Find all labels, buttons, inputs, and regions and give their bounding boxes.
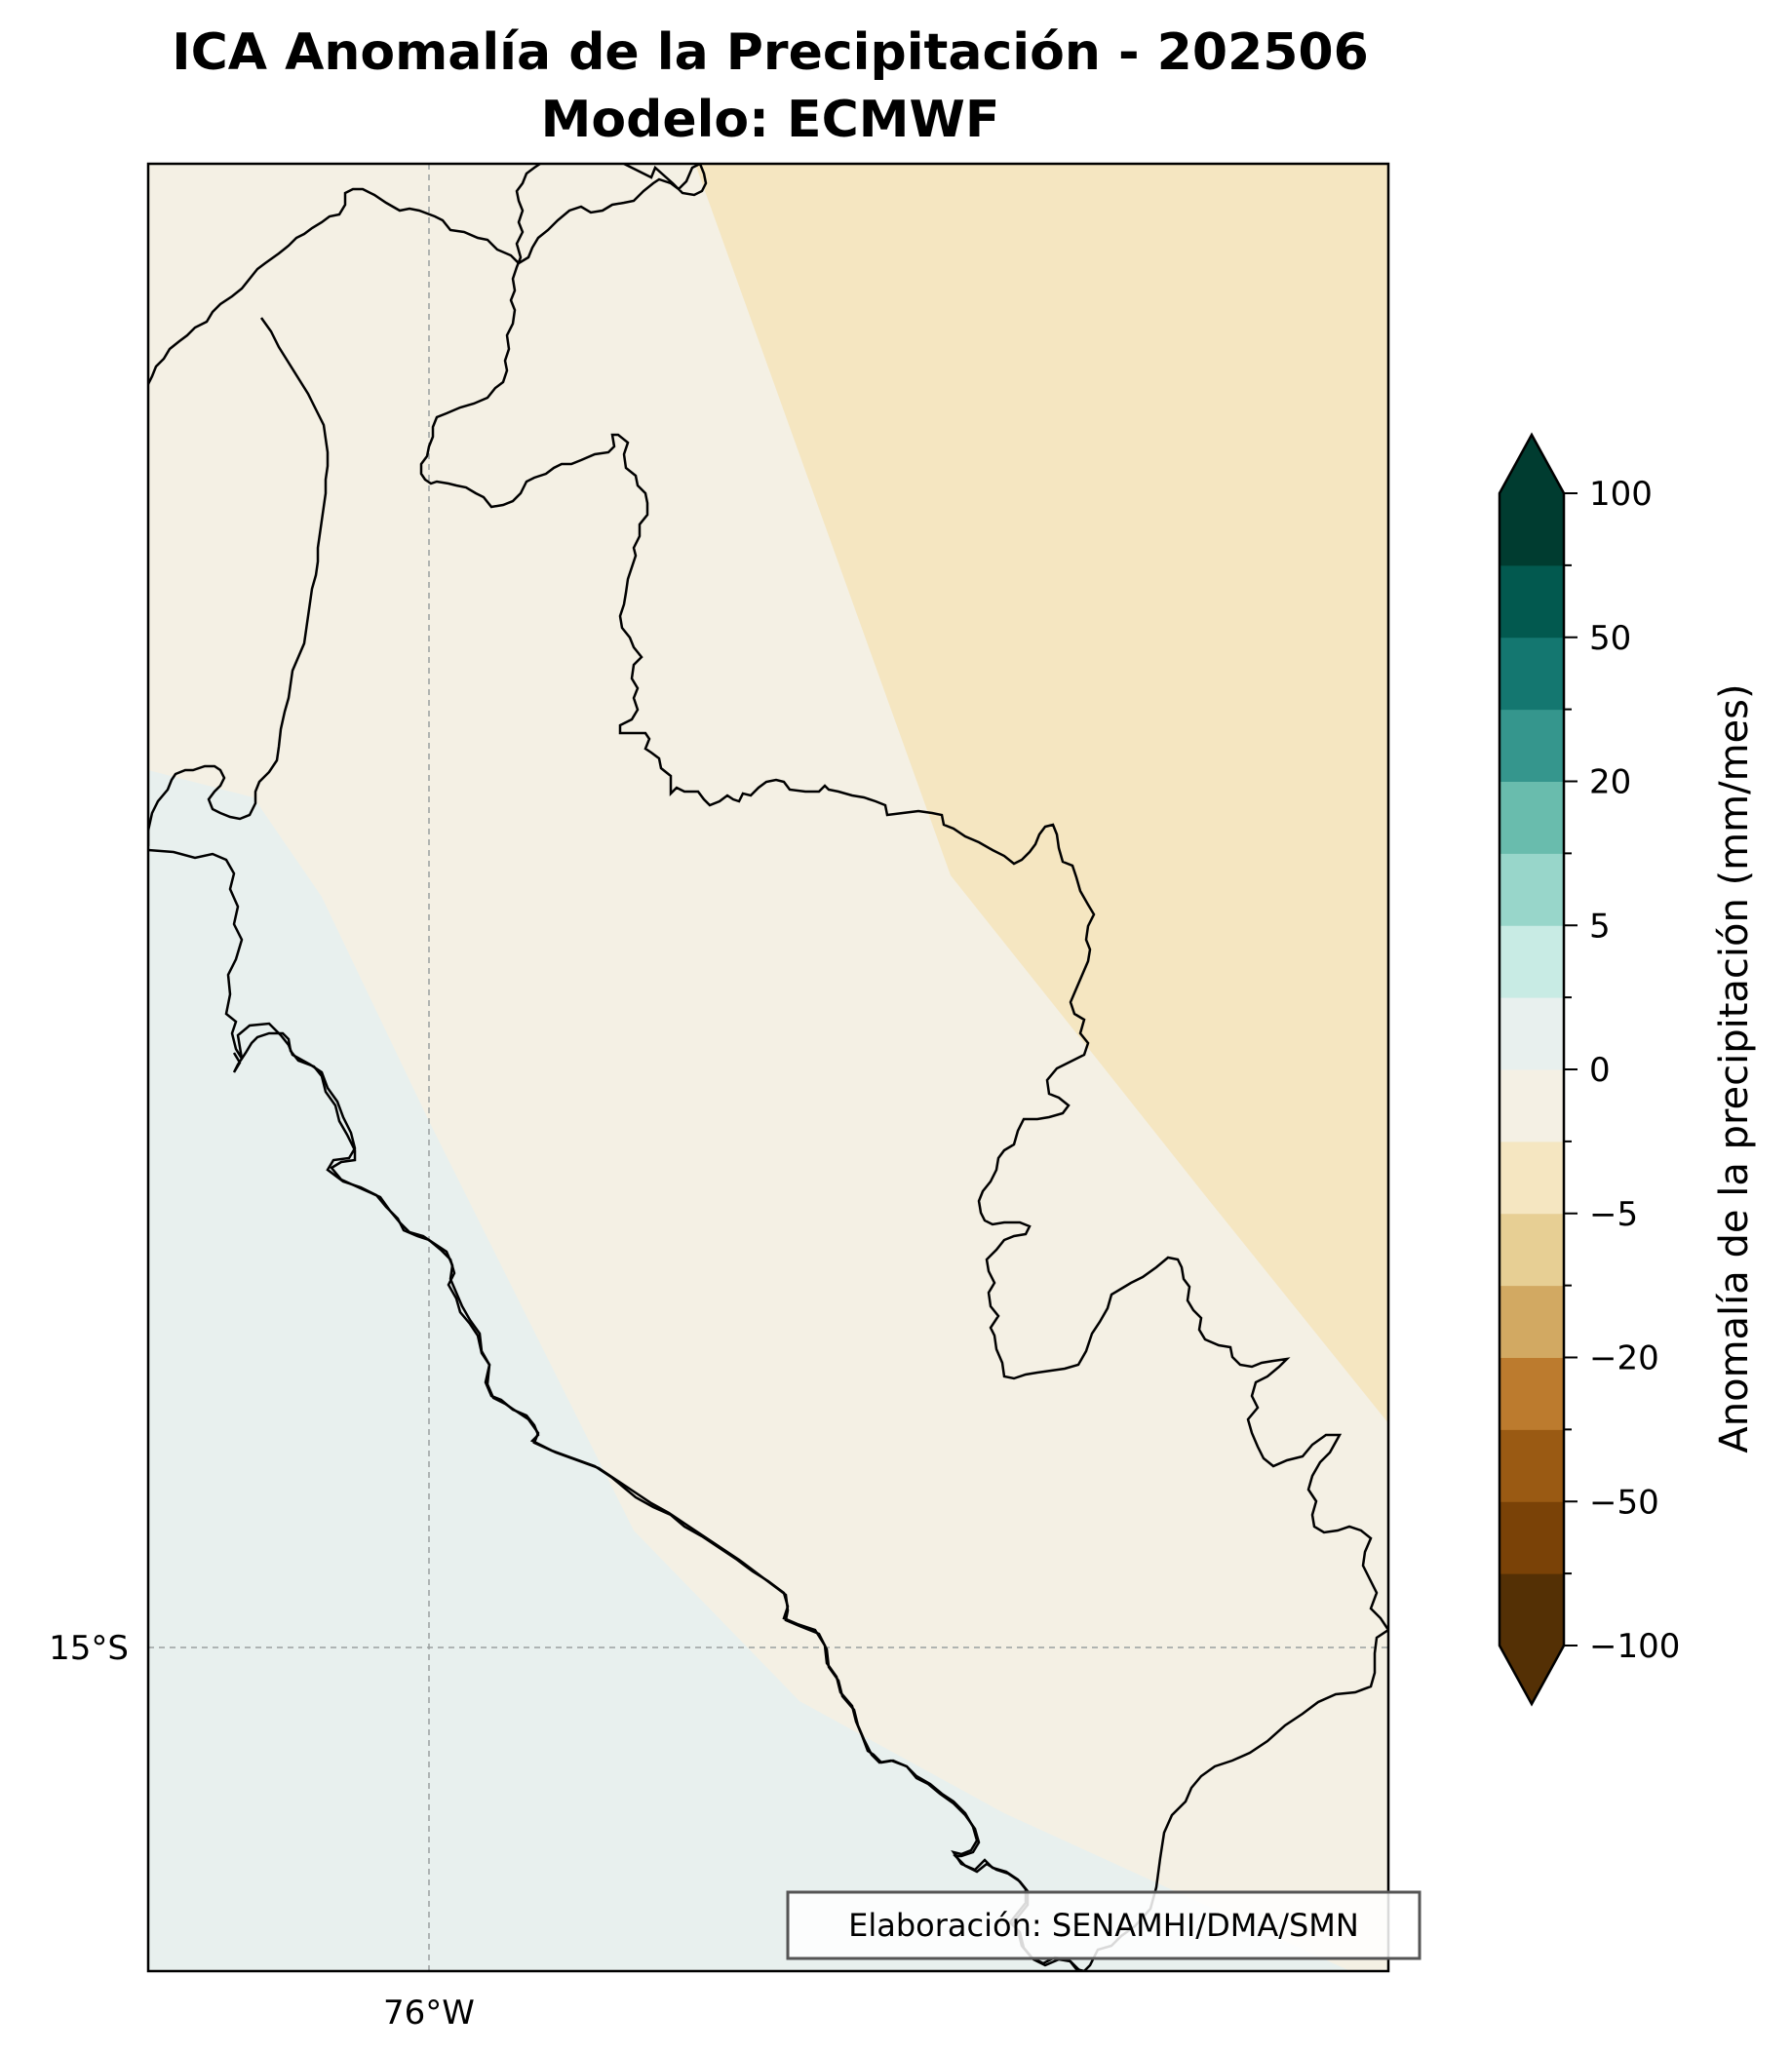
northeast-anomaly-region (695, 164, 1388, 1423)
colorbar-segment (1500, 637, 1564, 711)
colorbar-segment (1500, 1213, 1564, 1287)
coastline-central (232, 1031, 1081, 1971)
colorbar-tick-label: 50 (1589, 619, 1631, 658)
y-tick-label-15s: 15°S (49, 1629, 129, 1668)
colorbar-segment (1500, 1141, 1564, 1215)
map-frame (146, 162, 1390, 1973)
colorbar-label: Anomalía de la precipitación (mm/mes) (1712, 683, 1757, 1453)
region-boundary (148, 164, 1388, 1971)
x-tick-label-76w: 76°W (383, 1994, 475, 2033)
credit-box (786, 1890, 1422, 1960)
colorbar-tick-label: −5 (1589, 1195, 1638, 1234)
colorbar-segment (1500, 1069, 1564, 1143)
colorbar-segment (1500, 1573, 1564, 1646)
credit-text: Elaboración: SENAMHI/DMA/SMN (848, 1907, 1359, 1944)
colorbar-segment (1500, 1285, 1564, 1358)
colorbar-segment (1500, 493, 1564, 566)
colorbar-tick-label: 100 (1589, 475, 1653, 514)
coastline-main (148, 317, 330, 846)
coastline (148, 164, 708, 387)
colorbar-extend-high (1500, 435, 1564, 493)
colorbar-tick-label: 0 (1589, 1051, 1611, 1090)
colorbar-extend-low (1500, 1646, 1564, 1704)
colorbar-tick-label: −100 (1589, 1627, 1680, 1666)
map-title-line2: Modelo: ECMWF (541, 91, 1000, 149)
colorbar-segment (1500, 853, 1564, 926)
colorbar-tick-label: −20 (1589, 1339, 1659, 1378)
colorbar-segment (1500, 1429, 1564, 1502)
colorbar-tick-label: 5 (1589, 907, 1611, 946)
colorbar-segment (1500, 781, 1564, 854)
colorbar-tick-label: −50 (1589, 1483, 1659, 1522)
map-title-line1: ICA Anomalía de la Precipitación - 20250… (172, 23, 1369, 82)
colorbar-segment (1500, 997, 1564, 1070)
colorbar-segment (1500, 925, 1564, 998)
colorbar-tick-label: 20 (1589, 763, 1631, 802)
colorbar-segment (1500, 564, 1564, 639)
colorbar-segment (1500, 709, 1564, 782)
colorbar-segment (1500, 1357, 1564, 1430)
map-panel (148, 164, 1388, 1971)
colorbar-segment (1500, 1501, 1564, 1574)
